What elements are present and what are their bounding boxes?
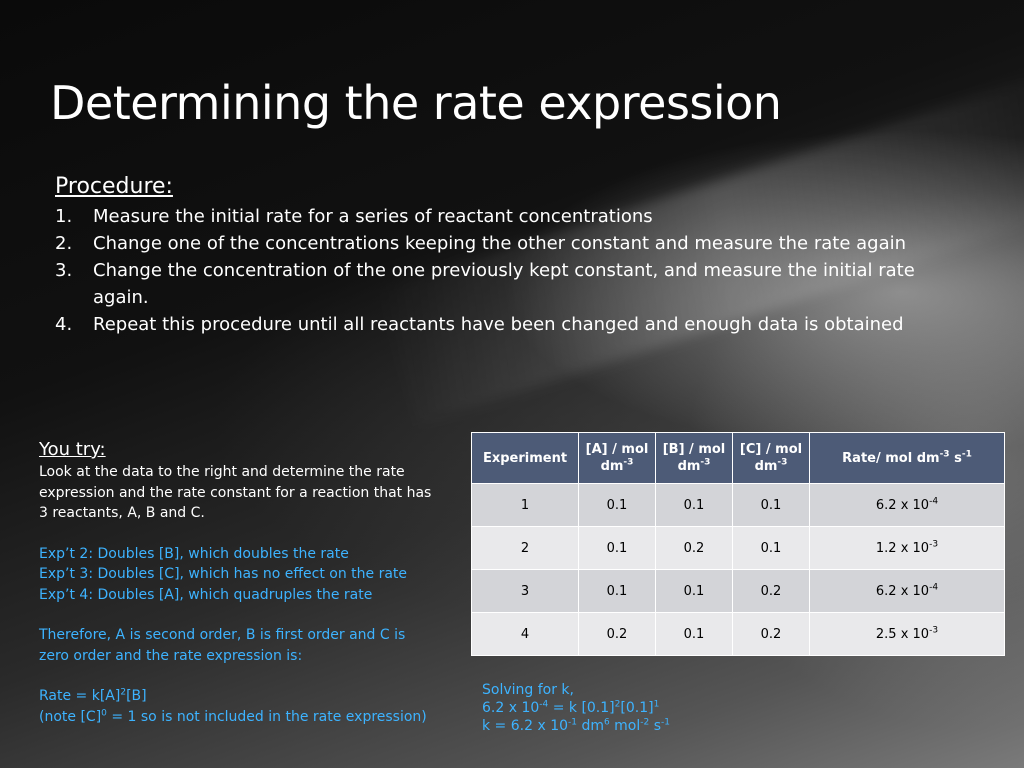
rate-expression: Rate = k[A]2[B] bbox=[39, 687, 147, 704]
slide-title: Determining the rate expression bbox=[50, 76, 782, 130]
table-row: 1 0.1 0.1 0.1 6.2 x 10-4 bbox=[471, 483, 1005, 527]
cell-conc-a: 0.1 bbox=[578, 483, 656, 527]
step-number: 2. bbox=[55, 233, 73, 254]
cell-conc-b: 0.2 bbox=[655, 526, 733, 570]
cell-conc-b: 0.1 bbox=[655, 483, 733, 527]
procedure-heading: Procedure: bbox=[55, 174, 173, 199]
exp2-observation: Exp’t 2: Doubles [B], which doubles the … bbox=[39, 545, 349, 562]
procedure-step: 3. Change the concentration of the one pr… bbox=[55, 257, 915, 311]
cell-conc-c: 0.1 bbox=[732, 483, 810, 527]
table-row: 4 0.2 0.1 0.2 2.5 x 10-3 bbox=[471, 612, 1005, 656]
you-try-section: You try: Look at the data to the right a… bbox=[39, 438, 439, 727]
cell-conc-a: 0.2 bbox=[578, 612, 656, 656]
cell-conc-c: 0.1 bbox=[732, 526, 810, 570]
procedure-step: 2. Change one of the concentrations keepi… bbox=[55, 230, 915, 257]
exp3-observation: Exp’t 3: Doubles [C], which has no effec… bbox=[39, 566, 408, 582]
step-text: Repeat this procedure until all reactant… bbox=[93, 314, 904, 335]
exp4-observation: Exp’t 4: Doubles [A], which quadruples t… bbox=[39, 586, 373, 603]
solving-equation: 6.2 x 10-4 = k [0.1]2[0.1]1 bbox=[482, 699, 660, 716]
cell-conc-b: 0.1 bbox=[655, 612, 733, 656]
rate-data-table: Experiment [A] / mol dm-3 [B] / mol dm-3… bbox=[471, 432, 1005, 656]
cell-conc-b: 0.1 bbox=[655, 569, 733, 613]
step-text: Change one of the concentrations keeping… bbox=[93, 233, 907, 254]
header-rate: Rate/ mol dm-3 s-1 bbox=[809, 432, 1005, 484]
solving-for-k: Solving for k, 6.2 x 10-4 = k [0.1]2[0.1… bbox=[482, 681, 670, 735]
cell-conc-a: 0.1 bbox=[578, 526, 656, 570]
table-row: 2 0.1 0.2 0.1 1.2 x 10-3 bbox=[471, 526, 1005, 570]
cell-rate: 2.5 x 10-3 bbox=[809, 612, 1005, 656]
cell-rate: 6.2 x 10-4 bbox=[809, 569, 1005, 613]
step-number: 3. bbox=[55, 260, 73, 281]
you-try-heading: You try: bbox=[39, 439, 106, 460]
step-number: 4. bbox=[55, 314, 73, 335]
solving-heading: Solving for k, bbox=[482, 682, 574, 698]
table-row: 3 0.1 0.1 0.2 6.2 x 10-4 bbox=[471, 569, 1005, 613]
rate-constant-result: k = 6.2 x 10-1 dm6 mol-2 s-1 bbox=[482, 717, 670, 734]
procedure-step: 1. Measure the initial rate for a series … bbox=[55, 203, 915, 230]
cell-conc-a: 0.1 bbox=[578, 569, 656, 613]
you-try-intro: Look at the data to the right and determ… bbox=[39, 464, 432, 521]
spacer bbox=[39, 524, 439, 544]
header-experiment: Experiment bbox=[471, 432, 579, 484]
header-conc-b: [B] / mol dm-3 bbox=[655, 432, 733, 484]
procedure-steps: 1. Measure the initial rate for a series … bbox=[55, 203, 915, 338]
step-number: 1. bbox=[55, 206, 73, 227]
table-header-row: Experiment [A] / mol dm-3 [B] / mol dm-3… bbox=[471, 432, 1005, 484]
cell-rate: 6.2 x 10-4 bbox=[809, 483, 1005, 527]
step-text: Change the concentration of the one prev… bbox=[93, 260, 915, 308]
header-conc-c: [C] / mol dm-3 bbox=[732, 432, 810, 484]
step-text: Measure the initial rate for a series of… bbox=[93, 206, 653, 227]
header-conc-a: [A] / mol dm-3 bbox=[578, 432, 656, 484]
order-conclusion: Therefore, A is second order, B is first… bbox=[39, 627, 406, 664]
cell-experiment: 4 bbox=[471, 612, 579, 656]
rate-note: (note [C]0 = 1 so is not included in the… bbox=[39, 707, 427, 725]
procedure-section: Procedure: 1. Measure the initial rate fo… bbox=[55, 174, 915, 338]
spacer bbox=[39, 605, 439, 625]
cell-conc-c: 0.2 bbox=[732, 612, 810, 656]
cell-experiment: 2 bbox=[471, 526, 579, 570]
cell-conc-c: 0.2 bbox=[732, 569, 810, 613]
cell-rate: 1.2 x 10-3 bbox=[809, 526, 1005, 570]
procedure-step: 4. Repeat this procedure until all reacta… bbox=[55, 311, 915, 338]
cell-experiment: 1 bbox=[471, 483, 579, 527]
spacer bbox=[39, 666, 439, 686]
cell-experiment: 3 bbox=[471, 569, 579, 613]
